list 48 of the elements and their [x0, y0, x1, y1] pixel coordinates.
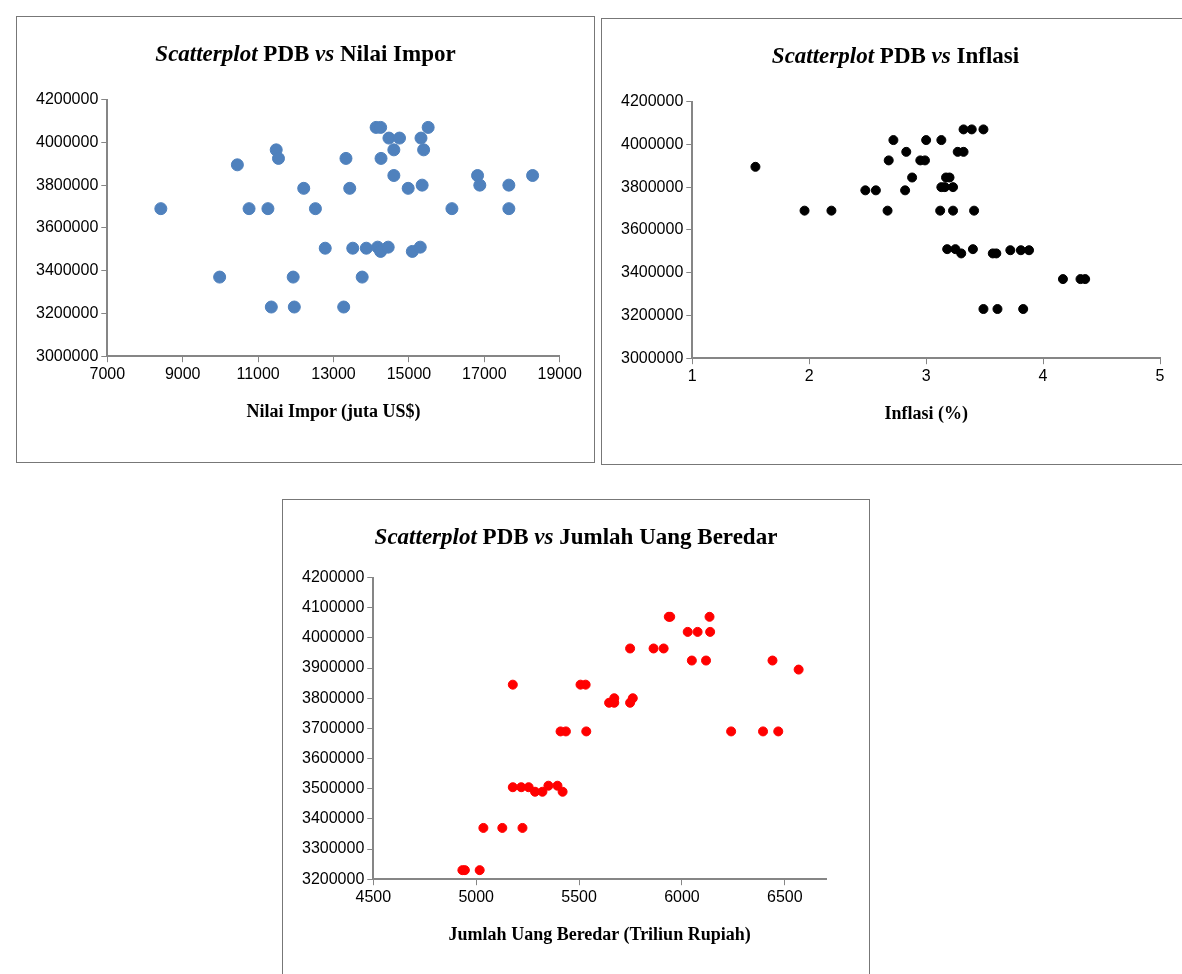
x-tick-label: 3 [921, 367, 931, 385]
x-tick-label: 2 [804, 367, 814, 385]
y-tick-label: 3600000 [620, 220, 684, 238]
x-tick-label: 7000 [89, 365, 126, 383]
x-tick-label: 13000 [311, 365, 356, 383]
chart-title: Scatterplot PDB vs Nilai Impor [155, 41, 456, 66]
x-axis-title: Inflasi (%) [884, 402, 968, 424]
y-tick-label: 3000000 [620, 348, 684, 366]
y-tick-label: 3400000 [35, 261, 99, 279]
x-axis-title: Nilai Impor (juta US$) [246, 400, 421, 422]
x-axis-title: Jumlah Uang Beredar (Triliun Rupiah) [448, 923, 751, 945]
x-tick-label: 9000 [164, 365, 201, 383]
y-tick-label: 3300000 [301, 839, 365, 857]
y-tick-label: 3700000 [301, 718, 365, 736]
y-tick-label: 3200000 [35, 303, 99, 321]
y-tick-label: 3800000 [620, 177, 684, 195]
y-tick-label: 3400000 [301, 809, 365, 827]
y-tick-label: 4000000 [35, 132, 99, 150]
y-tick-label: 4200000 [301, 568, 365, 586]
y-tick-label: 3500000 [301, 779, 365, 797]
chart-title: Scatterplot PDB vs Inflasi [771, 43, 1020, 68]
y-tick-label: 3400000 [620, 263, 684, 281]
x-tick-label: 11000 [236, 365, 280, 383]
y-tick-label: 4200000 [35, 90, 99, 108]
y-tick-label: 3200000 [301, 869, 365, 887]
y-tick-label: 3800000 [35, 175, 99, 193]
y-tick-label: 4000000 [301, 628, 365, 646]
y-tick-label: 3600000 [35, 218, 99, 236]
y-tick-label: 3600000 [301, 748, 365, 766]
x-tick-label: 4500 [355, 888, 392, 906]
chart-title: Scatterplot PDB vs Jumlah Uang Beredar [374, 524, 778, 549]
x-tick-label: 5 [1155, 367, 1165, 385]
x-tick-label: 4 [1038, 367, 1048, 385]
x-tick-label: 15000 [386, 365, 432, 383]
y-tick-label: 3200000 [620, 305, 684, 323]
x-tick-label: 6000 [664, 888, 700, 906]
x-tick-label: 5500 [561, 888, 597, 906]
x-tick-label: 19000 [537, 365, 583, 383]
x-tick-label: 6500 [767, 888, 803, 906]
x-tick-label: 5000 [458, 888, 495, 906]
y-tick-label: 3000000 [35, 346, 99, 364]
y-tick-label: 4200000 [620, 92, 684, 110]
y-tick-label: 4100000 [301, 598, 365, 616]
x-tick-label: 17000 [462, 365, 507, 383]
y-tick-label: 3800000 [301, 688, 365, 706]
x-tick-label: 1 [687, 367, 697, 385]
y-tick-label: 3900000 [301, 658, 365, 676]
y-tick-label: 4000000 [620, 134, 684, 152]
